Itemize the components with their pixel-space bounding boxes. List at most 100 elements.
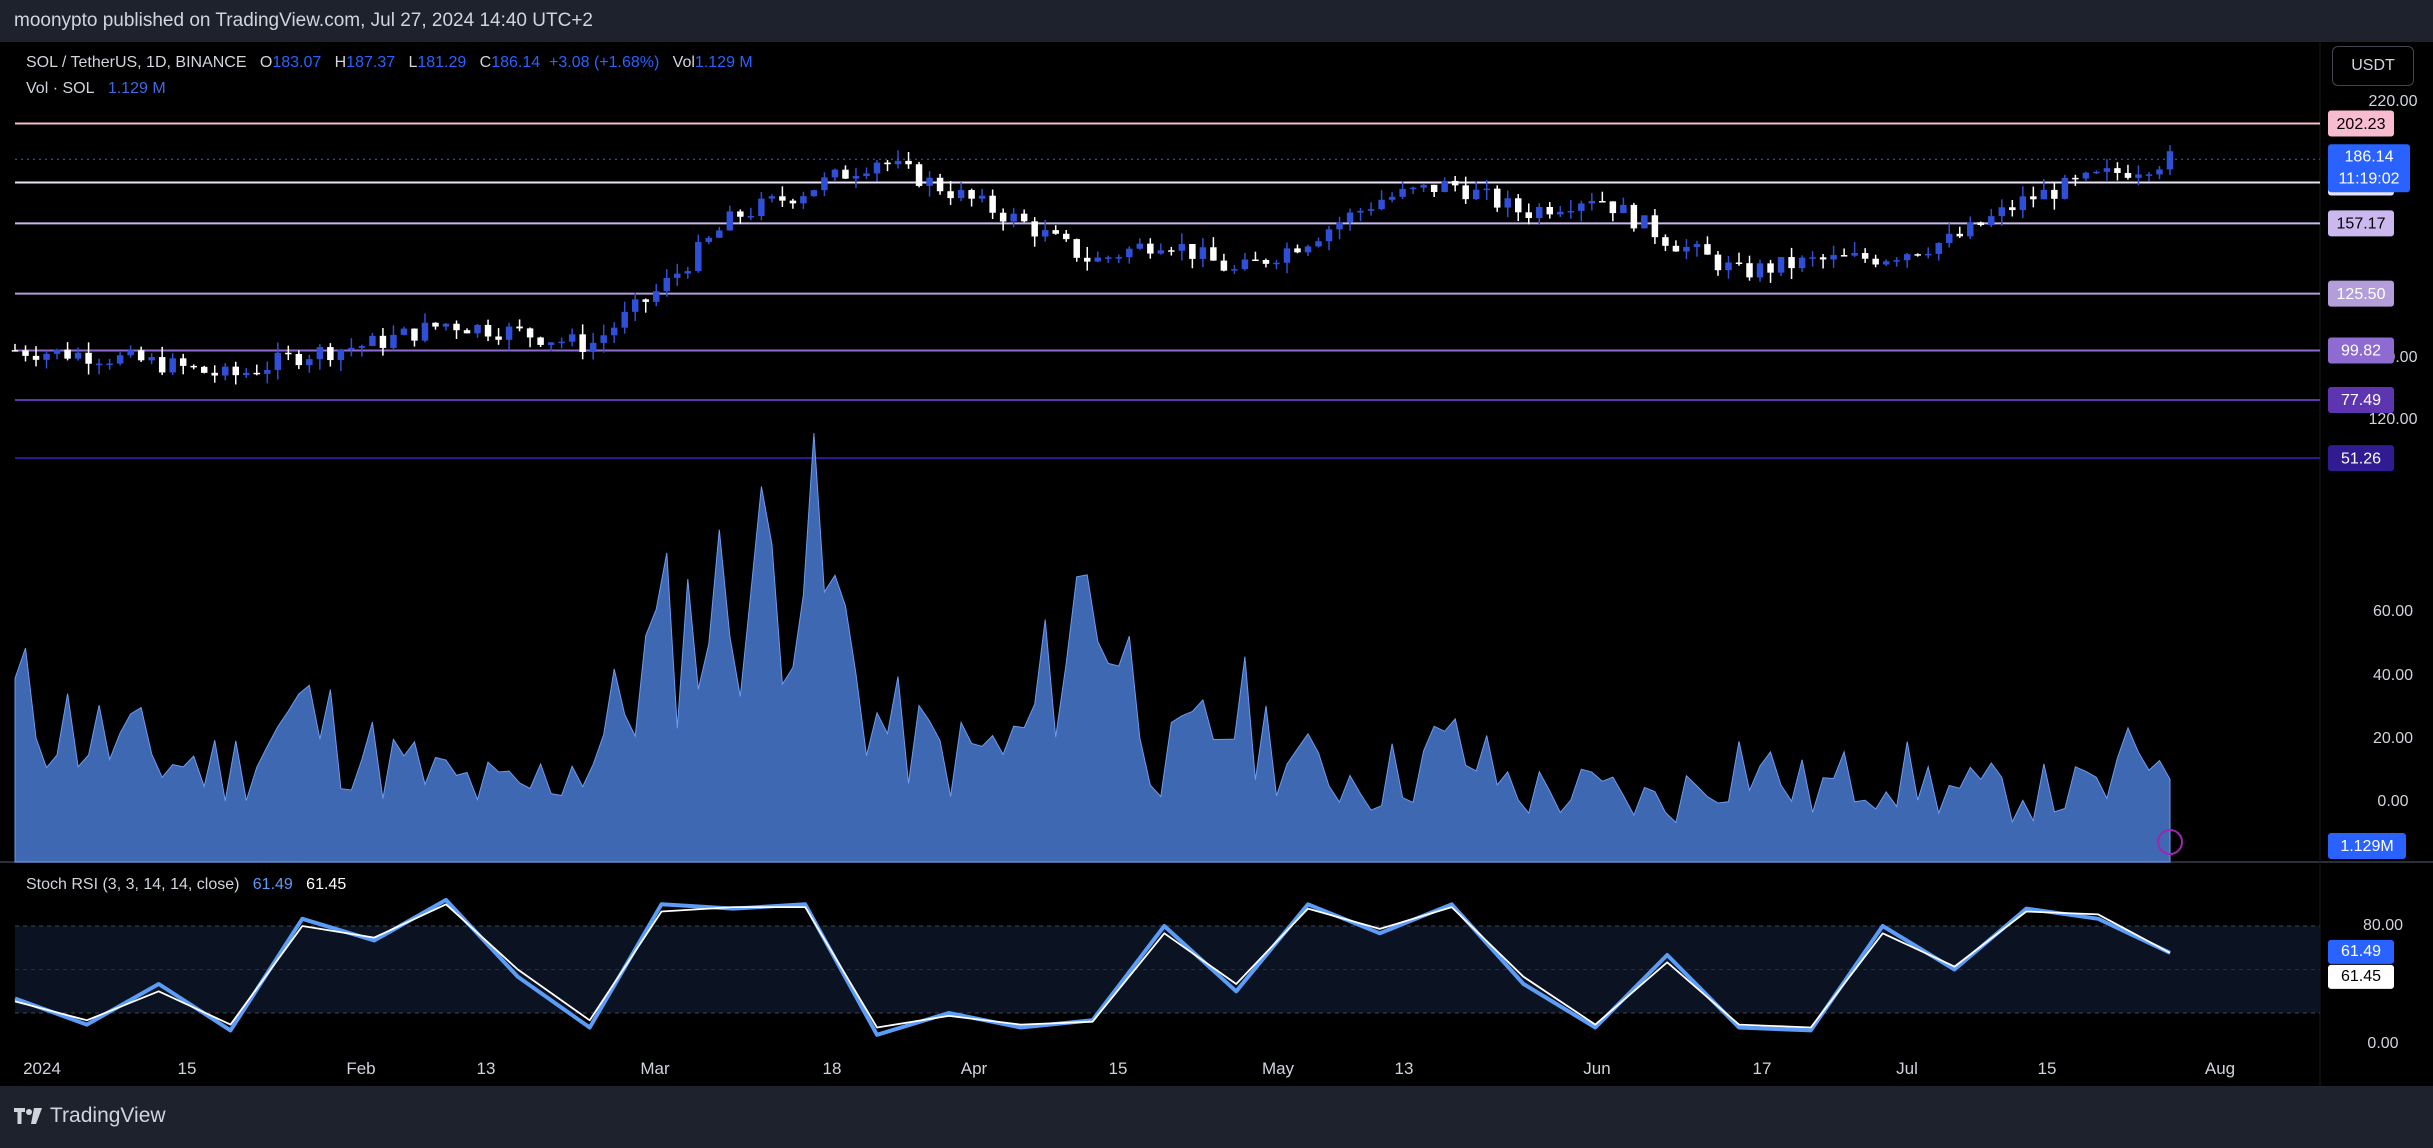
candle-body: [947, 191, 954, 199]
candle-body: [369, 335, 376, 346]
price-tick-label: 220.00: [2369, 93, 2418, 110]
candle-body: [1262, 259, 1270, 264]
price-tick-label: 60.00: [2373, 603, 2413, 620]
candle-body: [2072, 177, 2079, 180]
candle-body: [1588, 201, 1596, 204]
candle-body: [600, 335, 607, 343]
candle-body: [43, 353, 50, 360]
price-tick-label: 0.00: [2377, 793, 2408, 810]
candles: [11, 145, 2174, 385]
time-tick-label: 15: [178, 1059, 197, 1078]
candle-body: [11, 350, 19, 352]
candle-body: [2061, 177, 2069, 199]
candle-body: [264, 369, 271, 374]
candle-body: [222, 366, 229, 376]
price-tick-label: 40.00: [2373, 667, 2413, 684]
candle-body: [1062, 233, 1070, 240]
candle-body: [442, 323, 450, 327]
candle-body: [1315, 241, 1322, 247]
stoch-d-tag-label: 61.45: [2341, 968, 2381, 985]
level-tag: [2328, 337, 2394, 364]
stoch-label[interactable]: Stoch RSI (3, 3, 14, 14, close): [26, 876, 240, 893]
candle-body: [1451, 180, 1459, 186]
candle-body: [421, 322, 429, 341]
change-value: +3.08 (+1.68%): [549, 54, 660, 71]
candle-body: [1409, 187, 1417, 190]
candle-body: [915, 164, 923, 186]
candle-body: [1819, 257, 1827, 260]
time-tick-label: 2024: [23, 1059, 61, 1078]
candle-body: [211, 372, 218, 376]
candle-body: [2124, 172, 2132, 178]
candle-body: [1357, 210, 1364, 213]
candle-body: [642, 299, 649, 302]
candle-body: [537, 337, 544, 345]
level-tag: [2328, 445, 2394, 472]
vol-value: 1.129 M: [694, 54, 753, 71]
chart-svg[interactable]: 220.00140.00120.0060.0040.0020.000.00202…: [0, 42, 2433, 1086]
candle-body: [789, 200, 797, 204]
candle-body: [747, 215, 755, 218]
candle-body: [1525, 212, 1532, 218]
stoch-pane: [14, 897, 2320, 1037]
candle-body: [1252, 259, 1259, 262]
candle-body: [705, 237, 713, 242]
candle-body: [243, 372, 250, 376]
vol-series-label[interactable]: Vol · SOL: [26, 80, 95, 97]
candle-body: [306, 359, 313, 366]
symbol-label[interactable]: SOL / TetherUS, 1D, BINANCE: [26, 54, 247, 71]
candle-body: [568, 334, 576, 342]
candle-body: [2030, 196, 2037, 200]
candle-body: [463, 330, 471, 334]
candle-body: [663, 277, 670, 292]
candle-body: [1662, 237, 1669, 246]
candle-body: [1777, 257, 1785, 273]
candle-body: [2145, 174, 2153, 176]
candle-body: [1746, 263, 1753, 278]
candle-body: [863, 173, 870, 177]
candle-body: [1231, 269, 1238, 271]
candle-body: [1998, 207, 2006, 217]
candle-body: [106, 363, 113, 366]
candle-body: [74, 352, 82, 359]
candle-body: [1273, 262, 1280, 265]
candle-body: [1693, 244, 1701, 247]
candle-body: [169, 358, 176, 373]
candle-body: [1630, 204, 1638, 229]
price-axis[interactable]: 220.00140.00120.0060.0040.0020.000.00202…: [15, 93, 2418, 1052]
tradingview-logo[interactable]: TradingView: [14, 1104, 166, 1128]
candle-body: [1136, 243, 1144, 249]
candle-body: [253, 372, 261, 375]
time-tick-label: Jun: [1583, 1059, 1610, 1078]
candle-body: [1367, 209, 1375, 211]
candle-body: [1914, 254, 1921, 256]
candle-body: [726, 211, 734, 231]
currency-button[interactable]: USDT: [2332, 46, 2414, 86]
candle-body: [1084, 257, 1091, 262]
published-text: moonypto published on TradingView.com, J…: [14, 10, 593, 31]
open-value: 183.07: [272, 54, 322, 71]
candle-body: [1714, 254, 1722, 271]
time-axis[interactable]: 2024 15 Feb 13 Mar 18 Apr 15 May 13 Jun 17 Jul 15 Aug: [23, 1059, 2235, 1078]
candle-body: [1010, 213, 1017, 222]
candle-body: [653, 291, 660, 302]
level-tag-label: 125.50: [2337, 286, 2386, 303]
candle-body: [1430, 184, 1438, 192]
candle-body: [1546, 207, 1554, 215]
level-tag-label: 202.23: [2337, 116, 2386, 133]
countdown-label: 11:19:02: [2338, 170, 2399, 187]
candle-body: [1956, 233, 1963, 237]
time-tick-label: Mar: [640, 1059, 670, 1078]
chart-area[interactable]: 220.00140.00120.0060.0040.0020.000.00202…: [0, 42, 2433, 1086]
vol-series-value: 1.129 M: [107, 80, 166, 97]
time-tick-label: Feb: [346, 1059, 375, 1078]
candle-body: [337, 349, 345, 361]
candle-body: [1515, 198, 1522, 213]
candle-body: [95, 363, 103, 366]
candle-body: [127, 350, 134, 356]
candle-body: [1346, 212, 1354, 223]
candle-body: [999, 212, 1007, 222]
tradingview-logo-icon: [14, 1108, 42, 1124]
candle-body: [610, 327, 618, 336]
level-tag-label: 157.17: [2337, 216, 2386, 233]
